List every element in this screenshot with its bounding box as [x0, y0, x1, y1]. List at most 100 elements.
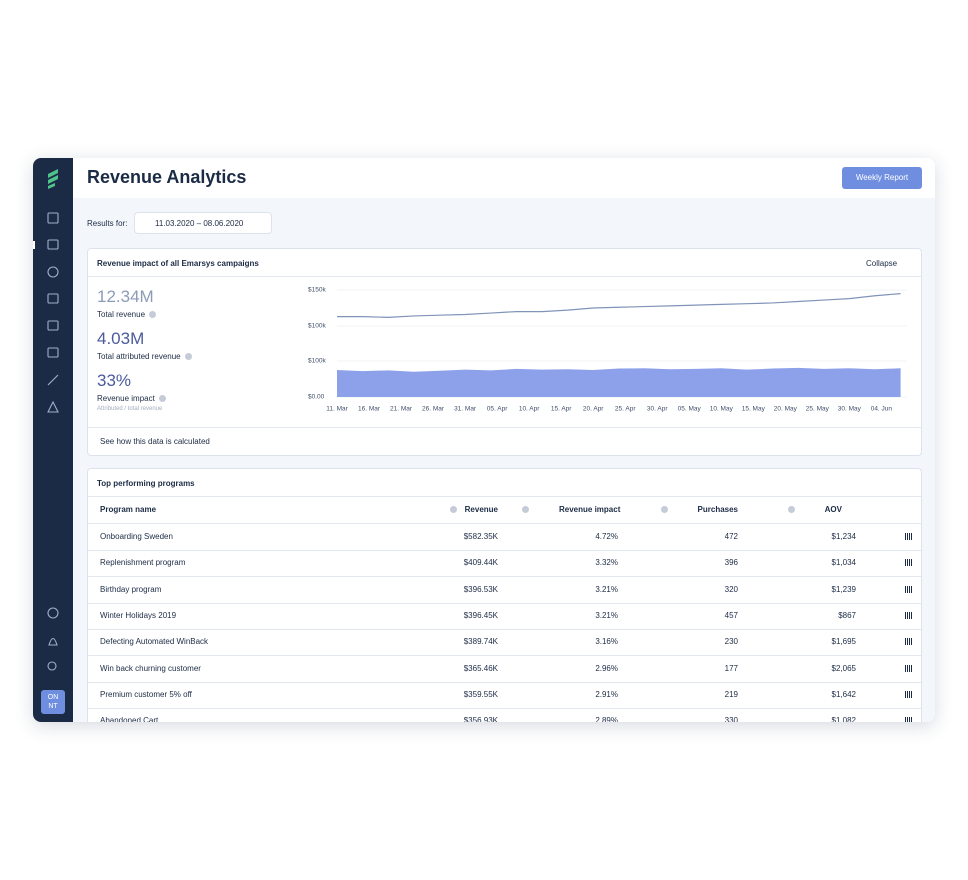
column-header: AOV: [758, 497, 842, 523]
table-cell: Premium customer 5% off: [100, 689, 192, 699]
filter-label: Results for:: [87, 219, 128, 228]
table-cell: 396: [724, 558, 738, 568]
help-icon: [158, 395, 166, 403]
table-cell: $2,065: [831, 663, 856, 673]
table-row: Abandoned Cart $356.93K 2.89% 330 $1,082: [88, 708, 921, 722]
icon[interactable]: [47, 266, 59, 278]
programs-card: Top performing programs Program name Reve…: [87, 468, 922, 722]
header-row: Program name Revenue Revenue impact Purchas…: [88, 497, 921, 523]
weekly-report-button[interactable]: Weekly Report: [842, 167, 922, 189]
table-cell: $396.45K: [463, 610, 498, 620]
footer-link[interactable]: See how this data is calculated: [100, 437, 210, 446]
table-cell: 472: [724, 532, 738, 541]
chart-icon[interactable]: [905, 559, 913, 567]
chart-icon[interactable]: [905, 533, 913, 540]
table-cell: Abandoned Cart: [100, 716, 159, 722]
table-cell: Birthday program: [100, 584, 162, 594]
metric-value: 33%: [97, 371, 132, 390]
chart-icon[interactable]: [905, 717, 913, 722]
table-cell: $1,034: [831, 558, 856, 568]
label-text: Total revenue: [97, 310, 146, 319]
icon[interactable]: [47, 293, 59, 304]
help-icon: [184, 353, 192, 361]
x-tick-label: 10. May: [710, 406, 734, 413]
icon[interactable]: [47, 661, 57, 671]
divider: [88, 427, 921, 428]
x-tick-label: 05. Apr: [487, 406, 508, 413]
divider: [88, 550, 921, 551]
table-cell: 2.89%: [595, 716, 618, 722]
sidebar: ON NT: [33, 158, 73, 722]
metric-note: Attributed / total revenue: [97, 406, 163, 412]
x-tick-label: 11. Mar: [326, 406, 348, 413]
chart-icon[interactable]: [905, 664, 913, 672]
table-cell: 3.21%: [595, 610, 618, 620]
column-header: Purchases: [638, 497, 738, 523]
metric-label: Total revenue: [97, 310, 157, 319]
date-range: 11.03.2020 – 08.06.2020: [155, 219, 244, 228]
table-cell: $867: [838, 610, 856, 620]
icon[interactable]: [47, 320, 59, 331]
table-cell: Win back churning customer: [100, 663, 201, 673]
column-header: Revenue impact: [518, 497, 621, 523]
divider: [88, 681, 921, 683]
chart-icon[interactable]: [905, 638, 913, 646]
x-tick-label: 20. Apr: [583, 406, 604, 413]
table-cell: 3.16%: [595, 637, 618, 647]
metric-label: Total attributed revenue: [97, 352, 192, 361]
x-tick-label: 21. Mar: [390, 406, 413, 413]
icon[interactable]: [47, 212, 59, 224]
date-picker[interactable]: 11.03.2020 – 08.06.2020: [134, 212, 272, 234]
x-tick-label: 30. May: [838, 406, 862, 413]
table-row: Replenishment program $409.44K 3.32% 396 $1,…: [88, 550, 921, 576]
x-tick-label: 04. Jun: [871, 406, 893, 413]
table-row: Onboarding Sweden $582.35K 4.72% 472 $1,234: [88, 524, 921, 550]
icon[interactable]: [48, 637, 58, 646]
table-cell: Onboarding Sweden: [100, 532, 173, 541]
line: [337, 293, 901, 318]
table-row: Birthday program $396.53K 3.21% 320 $1,239: [88, 577, 921, 603]
x-tick-label: 10. Apr: [519, 406, 540, 413]
collapse-toggle[interactable]: Collapse: [866, 259, 898, 268]
chart-icon[interactable]: [905, 690, 913, 698]
metric-value: 12.34M: [97, 287, 154, 306]
header-text: Program name: [100, 505, 157, 514]
divider: [88, 655, 921, 657]
card-title: Revenue impact of all Emarsys campaigns: [97, 259, 259, 268]
chart-icon[interactable]: [905, 585, 913, 593]
table-cell: Replenishment program: [100, 558, 186, 568]
table-cell: $356.93K: [463, 716, 498, 722]
chart-icon[interactable]: [905, 611, 913, 619]
icon[interactable]: [47, 347, 59, 358]
header-text: Revenue impact: [559, 505, 621, 514]
divider: [88, 707, 921, 709]
divider: [88, 496, 921, 497]
help-icon: [149, 311, 157, 319]
table-cell: Defecting Automated WinBack: [100, 637, 209, 647]
button-label: Weekly Report: [855, 173, 909, 182]
table-cell: $1,082: [831, 716, 856, 722]
avatar[interactable]: [41, 690, 65, 714]
x-tick-label: 15. May: [742, 406, 766, 413]
avatar-text: NT: [48, 703, 58, 710]
table-cell: $582.35K: [463, 532, 498, 541]
x-tick-label: 16. Mar: [358, 406, 381, 413]
table-cell: $389.74K: [463, 637, 498, 647]
page-title: Revenue Analytics: [87, 167, 247, 187]
table-cell: $1,239: [831, 584, 856, 594]
revenue-card: Revenue impact of all Emarsys campaigns …: [87, 248, 922, 456]
icon[interactable]: [47, 400, 59, 413]
area: [337, 367, 901, 397]
icon[interactable]: [47, 607, 59, 619]
table-cell: 219: [724, 689, 738, 699]
table-cell: $1,642: [831, 689, 856, 699]
icon[interactable]: [47, 239, 59, 250]
card-title: Top performing programs: [97, 479, 195, 488]
sidebar-icons: ON NT: [33, 169, 65, 714]
help-icon: [660, 506, 668, 514]
icon[interactable]: [47, 374, 59, 386]
header-text: Revenue: [464, 505, 498, 514]
table-cell: $409.44K: [463, 558, 498, 568]
header: Revenue Analytics Weekly Report: [73, 158, 935, 198]
